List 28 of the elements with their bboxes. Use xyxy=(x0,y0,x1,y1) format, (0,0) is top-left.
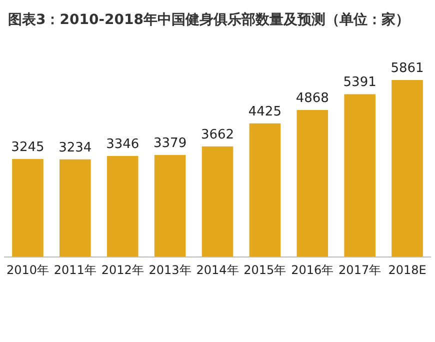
x-tick-label: 2014年 xyxy=(196,263,239,277)
data-label: 3346 xyxy=(106,136,140,152)
data-label: 5391 xyxy=(343,75,376,90)
data-label: 5861 xyxy=(390,61,424,76)
x-tick-label: 2017年 xyxy=(338,263,382,277)
data-label: 4868 xyxy=(296,90,329,106)
bar xyxy=(202,146,234,257)
data-label: 3245 xyxy=(11,140,44,155)
x-tick-label: 2015年 xyxy=(244,263,286,277)
x-tick-label: 2010年 xyxy=(6,263,49,277)
bar xyxy=(12,159,44,257)
data-label: 3234 xyxy=(58,140,92,156)
bar xyxy=(249,123,281,257)
bar xyxy=(154,154,186,257)
data-label: 3662 xyxy=(200,127,234,142)
data-label: 3379 xyxy=(154,136,187,151)
x-tick-label: 2016年 xyxy=(291,263,334,277)
bar xyxy=(344,94,376,257)
data-label: 4425 xyxy=(248,104,282,120)
x-tick-label: 2013年 xyxy=(148,263,192,277)
chart-title: 图表3：2010-2018年中国健身俱乐部数量及预测（单位：家） xyxy=(8,11,410,28)
bar xyxy=(296,110,328,257)
x-tick-label: 2012年 xyxy=(101,263,144,277)
bar xyxy=(392,80,423,257)
bar xyxy=(60,159,91,257)
x-tick-label: 2018E xyxy=(388,263,426,277)
bar xyxy=(106,156,138,257)
x-tick-label: 2011年 xyxy=(54,263,96,277)
